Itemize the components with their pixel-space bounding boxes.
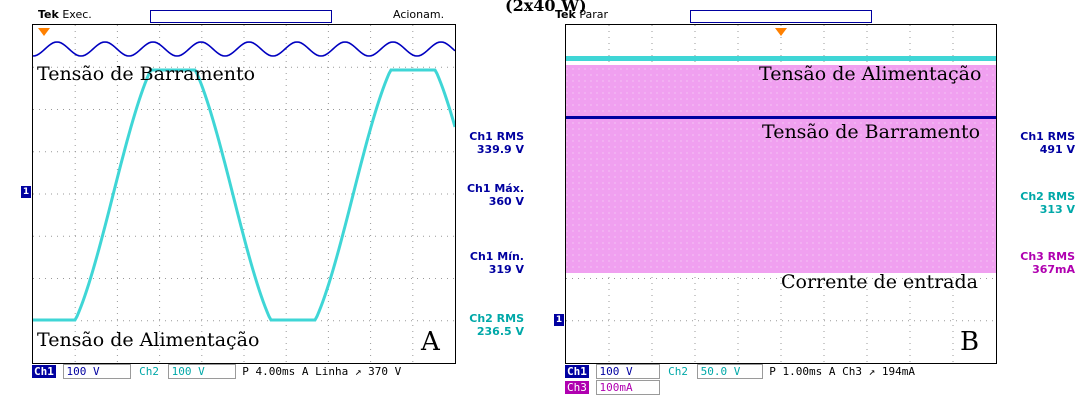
right-supply-label: Tensão de Alimentação [759, 63, 982, 85]
figure-title: (2x40 W) [505, 0, 587, 15]
left-bus-label: Tensão de Barramento [37, 63, 256, 85]
left-trigger-source: A Linha ↗ [301, 365, 362, 378]
left-bottom-bar: Ch1 100 V Ch2 100 V P 4.00ms A Linha ↗ 3… [32, 364, 401, 379]
left-brand: Tek [38, 8, 59, 21]
left-supply-voltage-trace [33, 68, 455, 322]
right-ch1-scale: 100 V [595, 364, 660, 379]
left-timebase: P 4.00ms [242, 365, 296, 378]
right-timebase: P 1.00ms [769, 365, 823, 378]
left-measure-ch1-min: Ch1 Mín. 319 V [469, 250, 524, 276]
right-current-label: Corrente de entrada [781, 271, 979, 293]
right-waveform-plot [566, 25, 996, 363]
right-trigger-position-icon [775, 28, 787, 36]
right-status-bar: Tek Parar [555, 8, 608, 21]
right-panel-letter: B [960, 327, 980, 357]
right-trigger-level: 194mA [881, 365, 915, 378]
right-run-status: Parar [579, 8, 608, 21]
left-ch2-scale: 100 V [167, 364, 236, 379]
left-ch1-marker: 1 [21, 186, 31, 198]
right-brand: Tek [555, 8, 576, 21]
left-status-bar: Tek Exec. [38, 8, 92, 21]
left-ch2-label: Ch2 [137, 365, 161, 378]
right-input-current-envelope [566, 65, 996, 273]
right-measure-ch2-rms: Ch2 RMS 313 V [1020, 190, 1075, 216]
left-scope-screen: Tensão de Barramento Tensão de Alimentaç… [32, 24, 456, 364]
right-record-bar [690, 10, 872, 23]
left-measure-ch2-rms: Ch2 RMS 236.5 V [469, 312, 524, 338]
right-ch3-label: Ch3 [565, 381, 589, 394]
right-bottom-bar-2: Ch3 100mA [565, 380, 660, 395]
right-bottom-bar: Ch1 100 V Ch2 50.0 V P 1.00ms A Ch3 ↗ 19… [565, 364, 915, 379]
left-trigger-status: Acionam. [393, 8, 445, 21]
left-ch1-scale: 100 V [62, 364, 131, 379]
left-bus-voltage-trace [33, 41, 455, 57]
left-panel-letter: A [421, 327, 440, 357]
left-record-bar [150, 10, 332, 23]
left-trigger-position-icon [38, 28, 50, 36]
right-ch2-scale: 50.0 V [696, 364, 763, 379]
right-ch1-marker: 1 [554, 314, 564, 326]
left-supply-label: Tensão de Alimentação [37, 329, 260, 351]
right-supply-voltage-trace [566, 56, 996, 61]
right-bus-voltage-trace [566, 116, 996, 119]
left-measure-ch1-max: Ch1 Máx. 360 V [466, 182, 524, 208]
right-ch2-label: Ch2 [666, 365, 690, 378]
right-trigger-source: A Ch3 ↗ [828, 365, 876, 378]
left-run-status: Exec. [62, 8, 92, 21]
left-ch1-label: Ch1 [32, 365, 56, 378]
right-scope-screen: Tensão de Alimentação Tensão de Barramen… [565, 24, 997, 364]
right-ch1-label: Ch1 [565, 365, 589, 378]
left-trigger-level: 370 V [368, 365, 402, 378]
left-waveform-plot [33, 25, 455, 363]
right-bus-label: Tensão de Barramento [762, 121, 981, 143]
right-measure-ch1-rms: Ch1 RMS 491 V [1020, 130, 1075, 156]
left-measure-ch1-rms: Ch1 RMS 339.9 V [469, 130, 524, 156]
right-ch3-scale: 100mA [595, 380, 660, 395]
right-measure-ch3-rms: Ch3 RMS 367mA [1020, 250, 1075, 276]
